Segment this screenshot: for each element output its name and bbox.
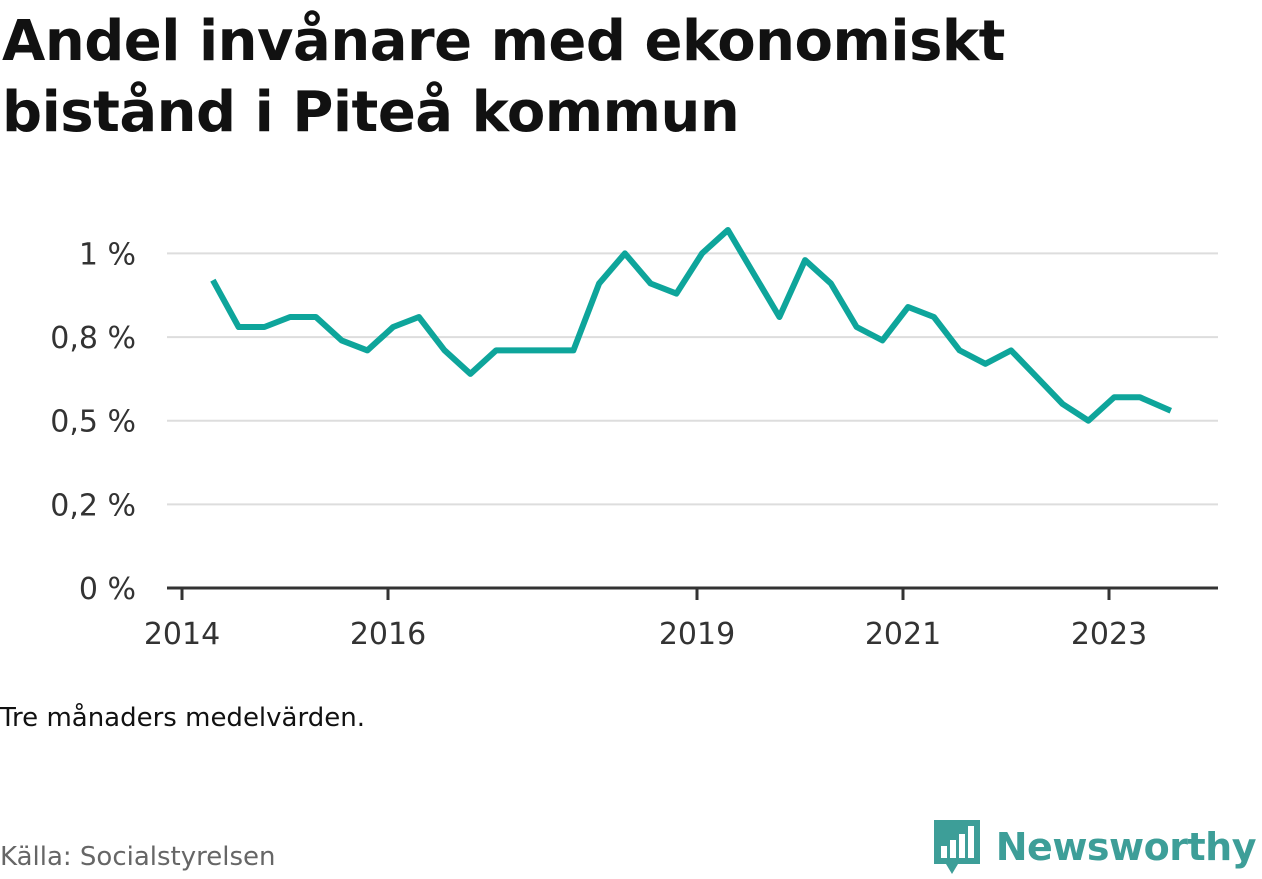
chart-note: Tre månaders medelvärden.	[0, 703, 365, 733]
y-tick-label: 0 %	[79, 572, 136, 607]
series-group	[210, 227, 1172, 424]
newsworthy-logo: Newsworthy	[932, 818, 1257, 876]
y-axis-labels: 0 % 0,2 % 0,5 % 0,8 % 1 %	[50, 237, 136, 607]
x-tick-label: 2023	[1071, 617, 1147, 652]
chart-title: Andel invånare med ekonomiskt bistånd i …	[2, 9, 1005, 145]
y-tick-label: 0,2 %	[50, 488, 136, 523]
bar-chart-speech-bubble-icon	[933, 820, 980, 874]
line-chart: 0 %0,2 %0,5 %0,8 %1 % 2014 2016 2019 2021 20…	[50, 227, 1218, 652]
source-text: Källa: Socialstyrelsen	[0, 842, 276, 872]
brand-name: Newsworthy	[995, 825, 1257, 869]
series-line-0	[210, 227, 1172, 424]
y-tick-label: 1 %	[79, 237, 136, 272]
y-tick-label: 0,8 %	[50, 321, 136, 356]
gridlines	[167, 252, 1218, 506]
x-tick-label: 2021	[865, 617, 941, 652]
x-tick-label: 2016	[350, 617, 426, 652]
y-tick-label: 0,5 %	[50, 405, 136, 440]
x-tick-label: 2019	[659, 617, 735, 652]
x-tick-label: 2014	[144, 617, 220, 652]
x-axis-ticks: 2014 2016 2019 2021 2023	[144, 588, 1147, 652]
